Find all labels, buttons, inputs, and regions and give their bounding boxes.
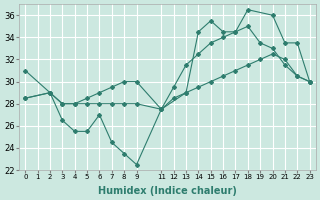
X-axis label: Humidex (Indice chaleur): Humidex (Indice chaleur) [98,186,237,196]
